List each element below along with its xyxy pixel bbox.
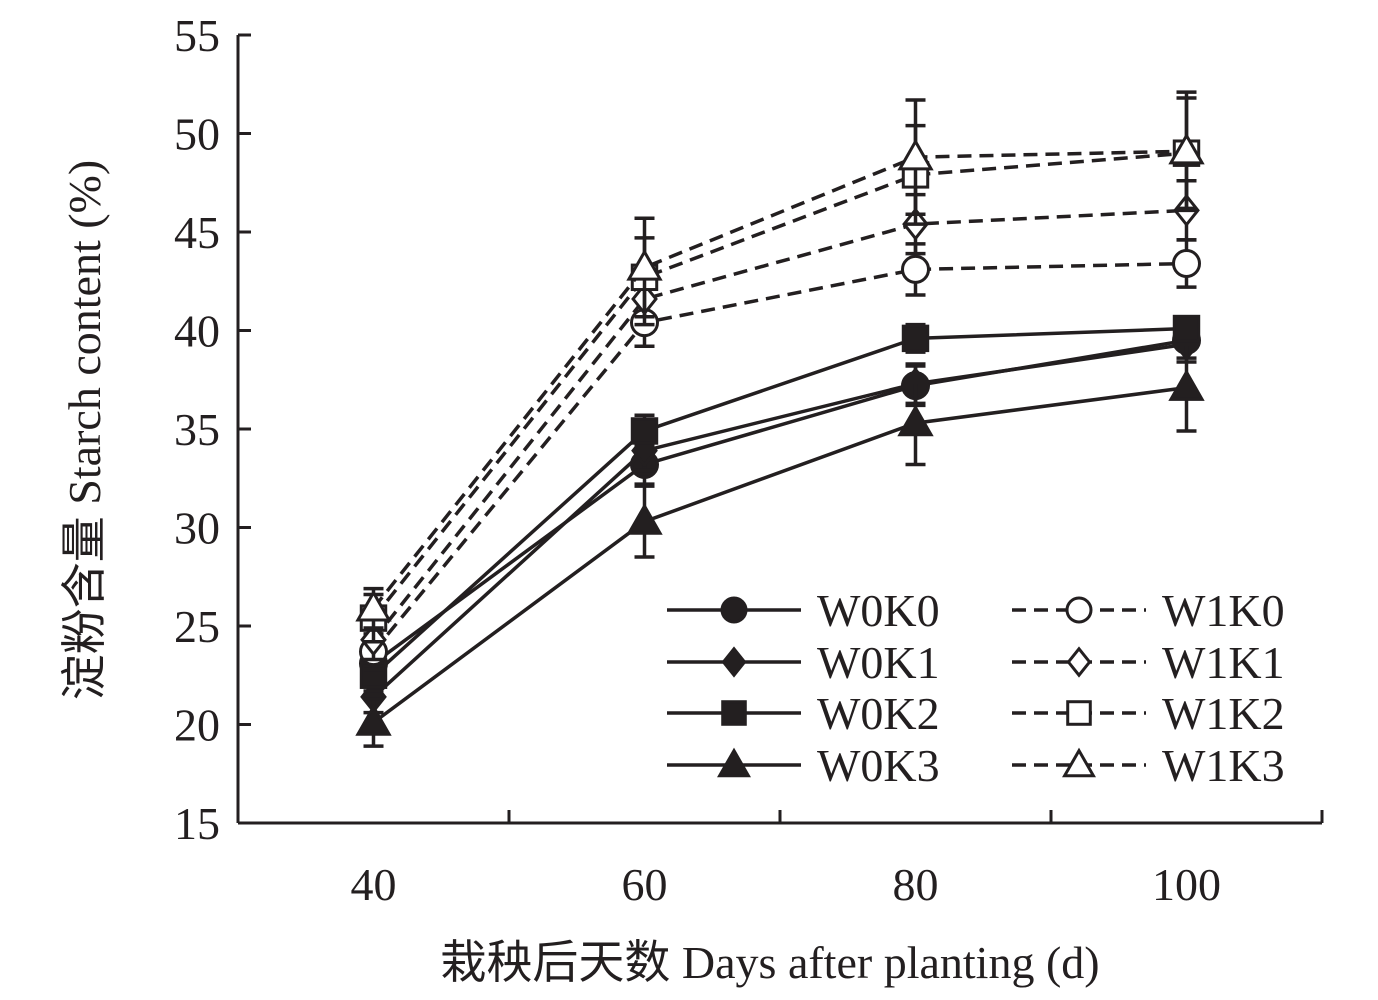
series-layer [355,90,1205,748]
y-tick-label: 45 [174,207,220,258]
x-tick-label: 40 [351,859,397,910]
y-tick-label: 35 [174,404,220,455]
legend-label: W0K2 [817,688,940,739]
legend-item-W0K0: W0K0 [667,585,940,636]
y-tick-label: 30 [174,503,220,554]
y-tick-label: 20 [174,700,220,751]
legend-marker [1066,646,1092,678]
axes: 15 20 25 30 35 40 45 50 55 40 60 80 100 [174,10,1324,910]
legend-label: W1K3 [1162,740,1285,791]
data-point [1168,369,1205,401]
data-point [355,589,392,622]
y-tick-label: 25 [174,601,220,652]
y-tick-label: 40 [174,306,220,357]
legend-item-W1K2: W1K2 [1012,688,1285,739]
x-tick-label: 100 [1152,859,1221,910]
legend-item-W0K1: W0K1 [667,637,940,688]
data-point [1168,132,1205,165]
legend-label: W0K1 [817,637,940,688]
series-line [372,385,1187,724]
y-axis-title: 淀粉含量 Starch content (%) [59,160,110,700]
legend-item-W1K3: W1K3 [1012,740,1285,791]
data-point [1172,314,1201,343]
series-line [372,338,1187,665]
y-tick-label: 55 [174,10,220,61]
series-line [372,208,1187,641]
series-W1K2 [359,96,1201,644]
legend-label: W1K1 [1162,637,1285,688]
x-tick-label: 80 [893,859,939,910]
legend-marker [721,646,747,678]
data-point [1172,249,1201,279]
y-tick-label: 15 [174,798,220,849]
legend-label: W0K3 [817,740,940,791]
data-point [355,703,392,736]
legend-marker [1066,700,1092,726]
series-W0K2 [359,314,1201,693]
series-line [372,261,1187,653]
series-line [372,342,1187,699]
legend-marker [1062,747,1096,778]
series-W0K3 [355,342,1205,748]
legend-item-W0K2: W0K2 [667,688,940,739]
legend-marker [721,700,747,726]
legend-label: W1K2 [1162,688,1285,739]
series-line [372,151,1187,620]
legend-item-W1K0: W1K0 [1012,585,1285,636]
data-point [897,404,934,437]
legend-marker [1065,596,1093,624]
legend-label: W0K0 [817,585,940,636]
data-point [626,502,663,535]
series-W1K1 [360,179,1200,662]
data-point [630,417,659,445]
legend-marker [717,747,751,778]
legend-item-W0K3: W0K3 [667,740,940,791]
data-point [626,248,663,281]
y-tick-label: 50 [174,109,220,160]
series-W1K3 [355,90,1205,630]
legend-item-W1K1: W1K1 [1012,637,1285,688]
data-point [897,138,934,171]
x-axis-title: 栽秧后天数 Days after planting (d) [440,937,1099,988]
series-line [372,149,1187,610]
series-line [372,326,1187,677]
legend-marker [720,596,748,624]
legend-label: W1K0 [1162,585,1285,636]
series-W0K0 [359,320,1201,681]
data-point [901,254,930,284]
x-tick-label: 60 [622,859,668,910]
data-point [901,324,930,353]
